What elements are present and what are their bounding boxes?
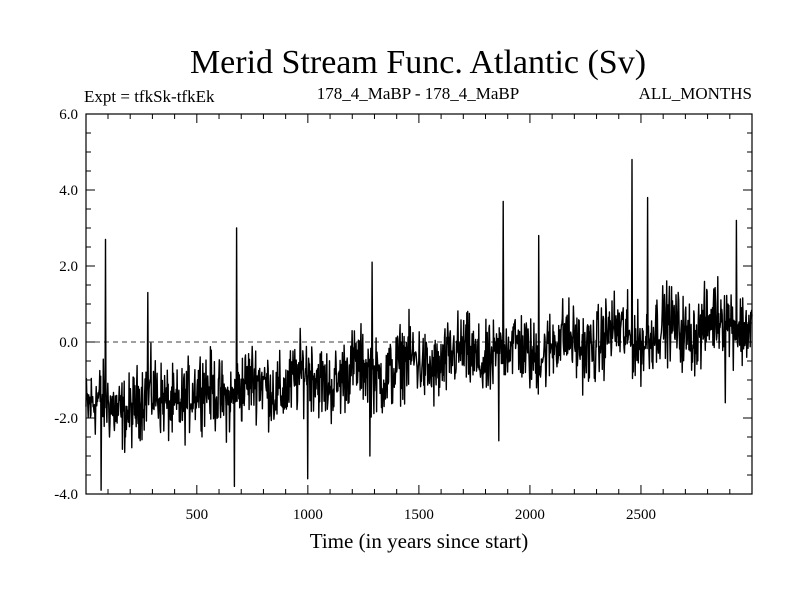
x-tick-label: 1000	[293, 507, 323, 523]
x-tick-label: 2500	[626, 507, 656, 523]
subtitle-experiment: Expt = tfkSk-tfkEk	[84, 87, 215, 106]
series-line	[85, 158, 753, 491]
chart-title: Merid Stream Func. Atlantic (Sv)	[190, 44, 646, 81]
y-tick-label: -4.0	[54, 487, 78, 503]
y-tick-label: 0.0	[59, 335, 78, 351]
x-axis-label: Time (in years since start)	[310, 529, 529, 553]
x-tick-label: 2000	[515, 507, 545, 523]
y-tick-label: 6.0	[59, 107, 78, 123]
x-tick-label: 500	[186, 507, 209, 523]
plot-frame	[85, 113, 753, 495]
y-tick-label: -2.0	[54, 411, 78, 427]
x-tick-label: 1500	[404, 507, 434, 523]
y-tick-label: 2.0	[59, 259, 78, 275]
subtitle-months: ALL_MONTHS	[639, 84, 752, 103]
subtitle-period: 178_4_MaBP - 178_4_MaBP	[317, 84, 519, 103]
y-tick-label: 4.0	[59, 183, 78, 199]
